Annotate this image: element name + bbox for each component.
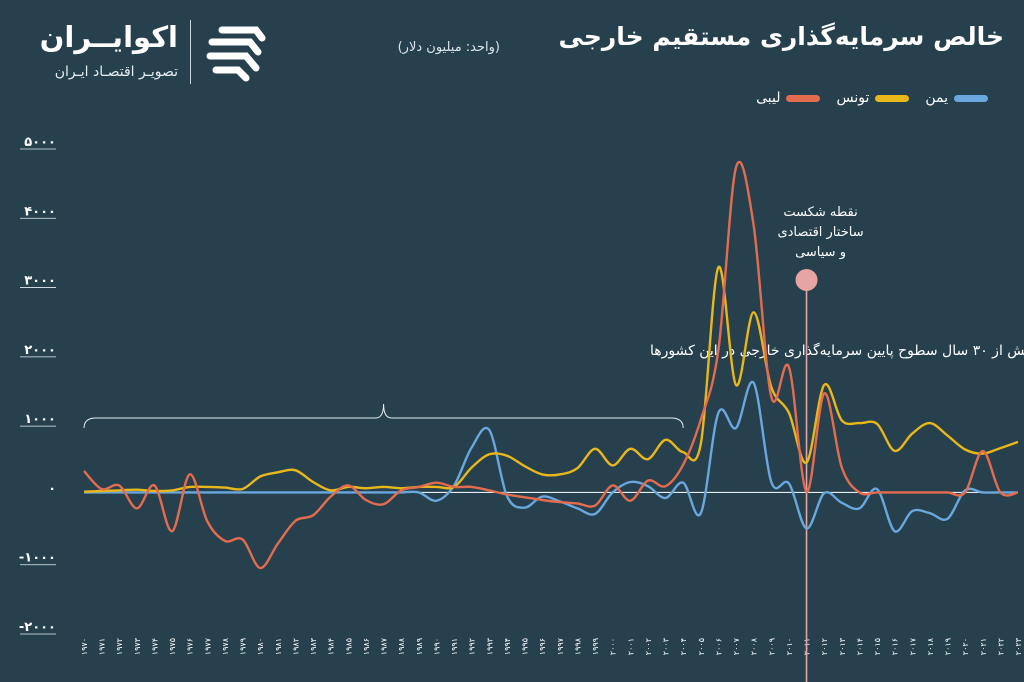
- x-tick-label: ۲۰۱۰: [785, 638, 794, 655]
- legend-item-libya: لیبی: [756, 90, 821, 106]
- x-tick-label: ۱۹۷۳: [133, 637, 142, 655]
- legend-swatch-libya: [786, 94, 821, 102]
- series-line-yemen: [84, 380, 1018, 533]
- y-tick-label: ۰: [48, 481, 56, 496]
- x-tick-label: ۲۰۲۰: [961, 638, 970, 655]
- x-tick-label: ۱۹۷۴: [150, 638, 159, 655]
- x-tick-label: ۱۹۸۶: [362, 638, 371, 655]
- x-tick-label: ۱۹۹۱: [450, 638, 459, 655]
- brand-tagline: تصویـر اقتصـاد ایـران: [54, 64, 178, 80]
- legend-swatch-yemen: [954, 94, 988, 102]
- chart-title: خالص سرمایه‌گذاری مستقیم خارجی: [558, 22, 1004, 51]
- x-tick-label: ۱۹۹۴: [503, 638, 512, 655]
- chart-legend: یمن تونس لیبی: [756, 90, 988, 106]
- series-line-libya: [83, 160, 1019, 570]
- x-tick-label: ۲۰۱۳: [838, 637, 847, 655]
- legend-label-yemen: یمن: [925, 90, 948, 106]
- legend-label-tunisia: تونس: [836, 90, 870, 106]
- y-tick-label: ۵۰۰۰: [24, 135, 56, 150]
- x-tick-label: ۱۹۹۵: [521, 638, 530, 655]
- x-tick-label: ۱۹۹۰: [432, 638, 441, 655]
- period-brace: [83, 403, 684, 429]
- y-tick-label: -۲۰۰۰: [19, 620, 56, 635]
- y-tick-label: ۲۰۰۰: [24, 343, 56, 358]
- x-tick-label: ۱۹۷۲: [115, 638, 124, 655]
- breakpoint-annotation-text: نقطه شکست: [783, 205, 857, 220]
- x-tick-label: ۱۹۸۳: [309, 637, 318, 655]
- x-tick-label: ۱۹۸۰: [256, 638, 265, 655]
- legend-swatch-tunisia: [875, 94, 910, 102]
- breakpoint-marker: [795, 269, 818, 291]
- x-tick-label: ۱۹۹۸: [573, 637, 582, 655]
- series-line-tunisia: [83, 266, 1019, 493]
- x-tick-label: ۱۹۸۵: [344, 638, 353, 655]
- x-tick-label: ۱۹۹۹: [591, 638, 600, 655]
- brand-block: اکوایــران تصویـر اقتصـاد ایـران: [18, 14, 278, 94]
- x-tick-label: ۲۰۲۳: [1014, 637, 1023, 655]
- x-tick-label: ۲۰۰۵: [697, 638, 706, 655]
- x-tick-label: ۲۰۰۶: [714, 638, 723, 655]
- x-tick-label: ۲۰۲۱: [979, 638, 988, 655]
- x-tick-label: ۲۰۱۶: [891, 638, 900, 655]
- y-tick-label: ۴۰۰۰: [24, 204, 56, 219]
- x-tick-label: ۲۰۰۷: [732, 637, 741, 655]
- x-tick-label: ۲۰۰۴: [679, 638, 688, 655]
- x-tick-label: ۱۹۷۷: [203, 637, 212, 655]
- x-tick-label: ۲۰۰۰: [609, 638, 618, 655]
- x-tick-label: ۱۹۹۶: [538, 638, 547, 655]
- brace-annotation-text: بیش از ۳۰ سال سطوح پایین سرمایه‌گذاری خا…: [650, 342, 1024, 359]
- legend-label-libya: لیبی: [756, 90, 781, 106]
- x-tick-label: ۲۰۰۱: [626, 638, 635, 655]
- brand-logo-icon: [206, 26, 266, 82]
- x-tick-label: ۱۹۹۲: [468, 638, 477, 655]
- x-tick-label: ۱۹۸۴: [327, 638, 336, 655]
- x-tick-label: ۱۹۸۸: [397, 637, 406, 655]
- x-tick-label: ۱۹۷۰: [80, 638, 89, 655]
- x-tick-label: ۲۰۰۸: [750, 637, 759, 655]
- x-tick-label: ۱۹۷۹: [239, 638, 248, 655]
- x-tick-label: ۲۰۱۸: [926, 637, 935, 655]
- breakpoint-annotation-text: ساختار اقتصادی: [777, 225, 863, 240]
- y-tick-label: ۱۰۰۰: [24, 412, 56, 427]
- x-tick-label: ۱۹۹۳: [485, 637, 494, 655]
- x-tick-label: ۱۹۷۱: [98, 638, 107, 655]
- x-tick-label: ۲۰۰۹: [767, 638, 776, 655]
- x-tick-label: ۲۰۱۲: [820, 638, 829, 655]
- x-tick-label: ۱۹۸۲: [291, 638, 300, 655]
- legend-item-yemen: یمن: [925, 90, 988, 106]
- x-tick-label: ۲۰۱۹: [944, 638, 953, 655]
- x-tick-label: ۲۰۰۲: [644, 638, 653, 655]
- x-tick-label: ۱۹۷۵: [168, 638, 177, 655]
- x-tick-label: ۱۹۷۸: [221, 637, 230, 655]
- x-tick-label: ۱۹۷۶: [186, 638, 195, 655]
- x-tick-label: ۲۰۱۵: [873, 638, 882, 655]
- brand-name: اکوایــران: [39, 20, 178, 54]
- x-tick-label: ۲۰۱۷: [908, 637, 917, 655]
- legend-item-tunisia: تونس: [836, 90, 910, 106]
- y-tick-label: ۳۰۰۰: [24, 274, 56, 289]
- x-tick-label: ۲۰۱۴: [855, 638, 864, 655]
- x-tick-label: ۱۹۸۹: [415, 638, 424, 655]
- brand-divider: [190, 20, 191, 84]
- y-tick-label: -۱۰۰۰: [19, 551, 56, 566]
- x-tick-label: ۲۰۲۲: [996, 638, 1005, 655]
- breakpoint-annotation-text: و سیاسی: [795, 245, 846, 260]
- x-tick-label: ۱۹۹۷: [556, 637, 565, 655]
- x-tick-label: ۱۹۸۷: [380, 637, 389, 655]
- x-tick-label: ۲۰۰۳: [662, 637, 671, 655]
- chart-subtitle: (واحد: میلیون دلار): [397, 40, 500, 55]
- x-tick-label: ۱۹۸۱: [274, 638, 283, 655]
